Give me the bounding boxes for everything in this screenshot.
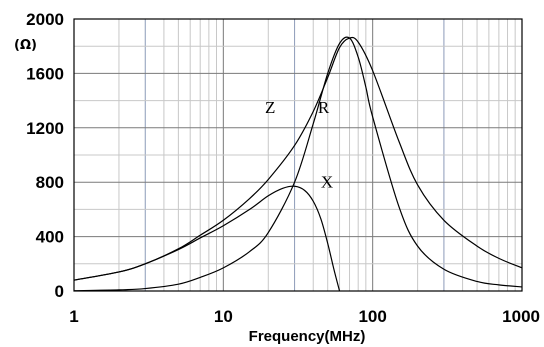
- x-tick-label: 1: [69, 307, 78, 326]
- series-layer: [73, 36, 523, 292]
- y-tick-label: 2000: [26, 10, 64, 29]
- series-line-r: [73, 36, 523, 292]
- plot-border: [73, 18, 523, 292]
- x-tick-label: 100: [358, 307, 386, 326]
- x-tick-label: 1000: [502, 307, 540, 326]
- y-unit-label: (Ω): [14, 38, 37, 53]
- y-tick-labels: 0 400 800 1200 1600 2000: [26, 10, 64, 301]
- x-axis-title: Frequency(MHz): [249, 328, 366, 345]
- y-tick-label: 800: [36, 173, 64, 192]
- y-tick-label: 1600: [26, 64, 64, 83]
- plot-frame: [73, 18, 523, 292]
- y-tick-label: 1200: [26, 119, 64, 138]
- x-tick-label: 10: [214, 307, 233, 326]
- series-line-x: [73, 185, 341, 292]
- curve-label-x: X: [321, 173, 333, 192]
- curve-label-z: Z: [265, 98, 275, 117]
- curve-labels: Z R X: [265, 98, 333, 192]
- x-tick-labels: 1 10 100 1000: [69, 307, 540, 326]
- curve-label-r: R: [318, 98, 330, 117]
- y-tick-label: 400: [36, 228, 64, 247]
- grid: [74, 19, 522, 291]
- y-tick-label: 0: [55, 282, 64, 301]
- series-line-z: [73, 36, 523, 281]
